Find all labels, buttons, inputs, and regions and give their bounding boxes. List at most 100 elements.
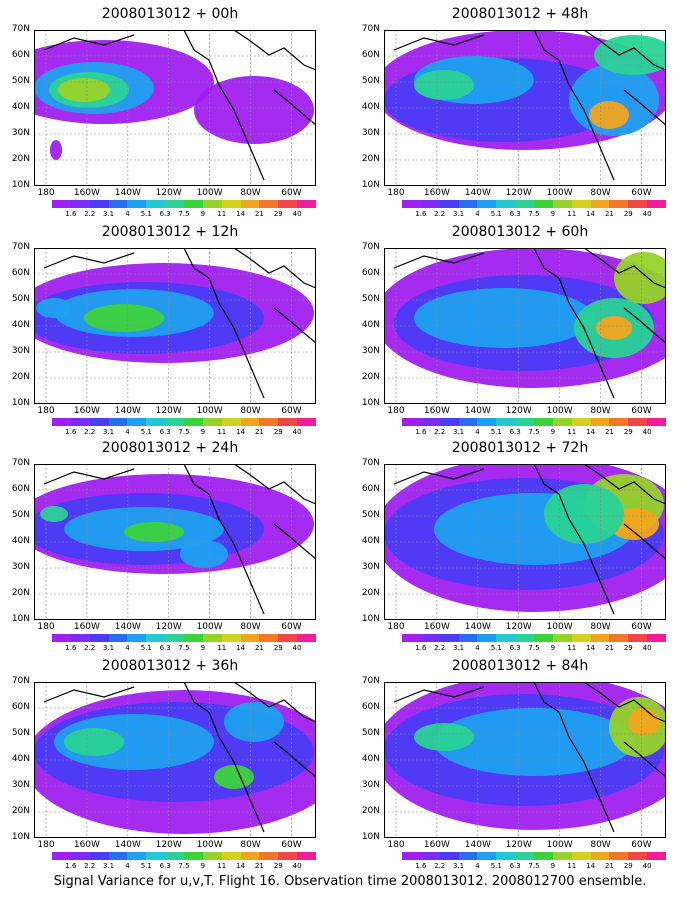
lat-tick-label: 70N [11, 458, 30, 468]
colorbar-label: 7.5 [528, 862, 540, 870]
colorbar-swatch [439, 418, 459, 426]
lat-tick-label: 70N [361, 458, 380, 468]
colorbar-label: 5.1 [140, 862, 152, 870]
colorbar-swatch [609, 200, 629, 208]
colorbar-label: 14 [236, 862, 246, 870]
colorbar-swatch [439, 852, 459, 860]
lon-tick-label: 120W [155, 188, 182, 198]
colorbar-swatch [278, 634, 298, 642]
colorbar-swatch [477, 200, 497, 208]
colorbar-swatch [496, 200, 516, 208]
colorbar-swatch [571, 418, 591, 426]
colorbar-swatch [52, 200, 71, 208]
colorbar-label: 7.5 [178, 428, 190, 436]
colorbar-swatch [108, 852, 128, 860]
colorbar-swatch [297, 852, 317, 860]
lat-tick-label: 10N [361, 398, 380, 408]
lat-tick-label: 40N [11, 754, 30, 764]
colorbar-swatch [221, 852, 241, 860]
colorbar-label: 1.6 [65, 644, 77, 652]
colorbar-label: 6.3 [509, 862, 521, 870]
variance-contour [224, 702, 284, 742]
colorbar-label: 7.5 [178, 644, 190, 652]
lon-tick-label: 160W [73, 188, 100, 198]
lat-tick-label: 20N [361, 806, 380, 816]
colorbar-label: 1.6 [415, 428, 427, 436]
colorbar-swatch [458, 418, 478, 426]
colorbar-swatch [590, 200, 610, 208]
variance-contour [58, 78, 110, 102]
colorbar-label: 4 [125, 428, 130, 436]
lat-tick-label: 50N [11, 510, 30, 520]
colorbar-label: 7.5 [528, 644, 540, 652]
colorbar-swatch [515, 634, 535, 642]
colorbar-label: 4 [475, 210, 480, 218]
lat-tick-label: 40N [361, 320, 380, 330]
variance-contour [614, 252, 666, 304]
coastline [43, 464, 316, 615]
variance-contour [414, 70, 474, 100]
colorbar-label: 4 [125, 862, 130, 870]
colorbar-label: 1.6 [415, 210, 427, 218]
lon-tick-label: 60W [631, 188, 652, 198]
colorbar-label: 5.1 [490, 210, 502, 218]
colorbar-label: 2.2 [84, 428, 96, 436]
coastline [393, 248, 666, 399]
lon-tick-label: 60W [631, 406, 652, 416]
lon-tick-label: 60W [281, 188, 302, 198]
colorbar-swatch [165, 634, 185, 642]
colorbar-label: 40 [292, 428, 302, 436]
lat-tick-label: 50N [361, 728, 380, 738]
lon-tick-label: 80W [240, 188, 261, 198]
colorbar-swatch [127, 852, 147, 860]
colorbar-swatch [259, 200, 279, 208]
colorbar-swatch [127, 200, 147, 208]
colorbar-label: 9 [550, 862, 556, 870]
colorbar-swatch [458, 634, 478, 642]
colorbar-swatch [534, 634, 553, 642]
colorbar-swatch [496, 418, 516, 426]
colorbar-swatch [165, 852, 185, 860]
colorbar-swatch [647, 200, 667, 208]
lat-tick-label: 60N [11, 702, 30, 712]
variance-contour [596, 316, 632, 340]
lon-tick-label: 100W [196, 188, 223, 198]
panel-title: 2008013012 + 72h [451, 440, 589, 456]
colorbar-swatch [184, 852, 203, 860]
lat-tick-label: 40N [361, 536, 380, 546]
colorbar-label: 21 [254, 862, 264, 870]
colorbar-label: 7.5 [528, 210, 540, 218]
colorbar-swatch [439, 634, 459, 642]
lat-tick-label: 60N [361, 50, 380, 60]
colorbar-swatch [477, 418, 497, 426]
colorbar-label: 9 [550, 210, 556, 218]
colorbar-label: 14 [586, 210, 596, 218]
lat-tick-label: 20N [11, 154, 30, 164]
lon-tick-label: 100W [546, 406, 573, 416]
colorbar-swatch [590, 634, 610, 642]
lon-tick-label: 140W [464, 622, 491, 632]
colorbar-swatch [165, 418, 185, 426]
lat-tick-label: 60N [361, 484, 380, 494]
colorbar-swatch [420, 200, 440, 208]
colorbar-label: 21 [604, 428, 614, 436]
colorbar-label: 11 [567, 862, 577, 870]
map-panel: 2008013012 + 00h 70N 60N 50N 40N 30N 20N 10N 180… [0, 0, 340, 218]
colorbar-swatch [609, 634, 629, 642]
variance-contour [414, 723, 474, 751]
lat-tick-label: 50N [11, 294, 30, 304]
colorbar-swatch [552, 852, 572, 860]
colorbar-swatch [70, 200, 90, 208]
colorbar-label: 11 [217, 644, 227, 652]
colorbar-swatch [221, 634, 241, 642]
colorbar-swatch [496, 852, 516, 860]
colorbar-label: 9 [200, 210, 206, 218]
colorbar-label: 5.1 [140, 644, 152, 652]
colorbar-label: 14 [586, 428, 596, 436]
lat-tick-label: 30N [11, 562, 30, 572]
variance-map [384, 30, 666, 186]
colorbar-label: 2.2 [84, 644, 96, 652]
panel-title: 2008013012 + 48h [451, 6, 589, 22]
colorbar-label: 6.3 [509, 210, 521, 218]
colorbar-swatch [240, 634, 260, 642]
